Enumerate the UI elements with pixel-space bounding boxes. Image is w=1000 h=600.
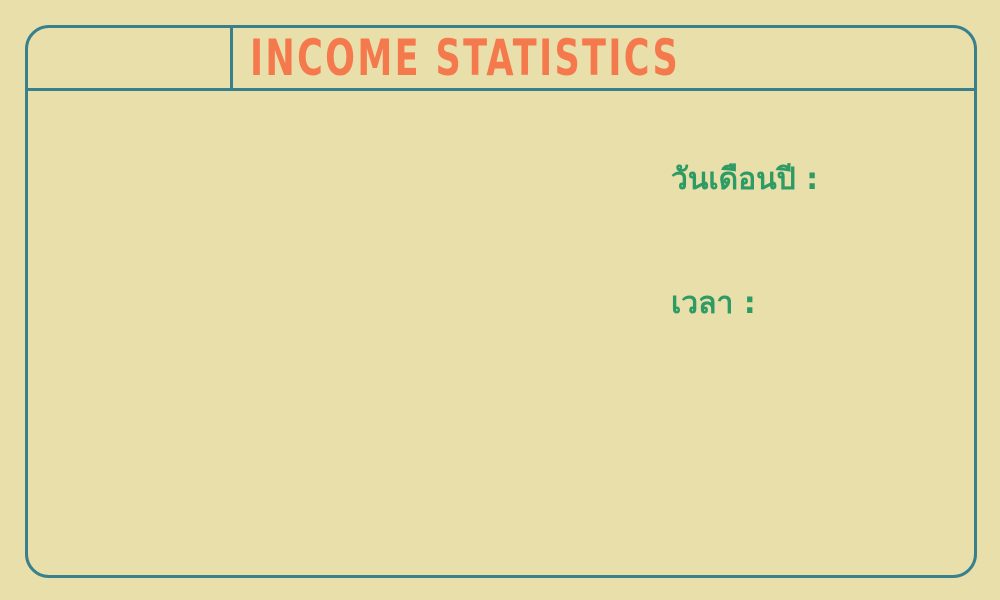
header-rule [28,88,974,91]
page-title: INCOME STATISTICS [250,29,681,87]
income-statistics-card: INCOME STATISTICS วันเดือนปี : เวลา : [25,25,977,578]
time-label: เวลา : [671,286,756,321]
header-divider [230,28,233,88]
date-label: วันเดือนปี : [671,162,819,197]
